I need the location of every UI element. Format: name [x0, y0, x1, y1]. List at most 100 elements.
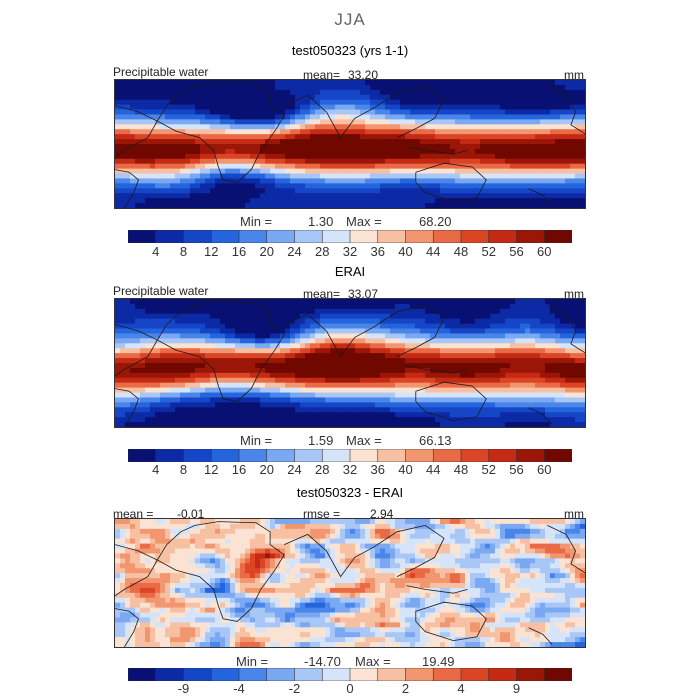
panel-2-colorbar [128, 449, 572, 462]
panel-1-title: test050323 (yrs 1-1) [291, 43, 409, 58]
colorbar-swatch [294, 668, 323, 681]
colorbar-tick-label: 16 [231, 244, 247, 259]
colorbar-swatch [128, 230, 157, 243]
colorbar-tick-label: 40 [398, 244, 413, 259]
colorbar-tick-label: 8 [179, 462, 188, 477]
colorbar-swatch [155, 668, 185, 681]
colorbar-tick-label: -2 [288, 681, 301, 696]
colorbar-swatch [460, 449, 490, 462]
colorbar-tick-label: 40 [398, 462, 413, 477]
colorbar-tick-label: 52 [481, 244, 496, 259]
colorbar-swatch [377, 668, 407, 681]
colorbar-swatch [377, 449, 407, 462]
colorbar-tick-label: 44 [426, 462, 441, 477]
colorbar-swatch [432, 668, 462, 681]
colorbar-tick-label: 4 [457, 681, 465, 696]
colorbar-swatch [405, 449, 434, 462]
panel-3-max-value: 19.49 [422, 654, 455, 669]
colorbar-swatch [183, 449, 212, 462]
colorbar-swatch [488, 668, 518, 681]
colorbar-swatch [543, 668, 572, 681]
colorbar-swatch [543, 230, 572, 243]
colorbar-swatch [266, 449, 296, 462]
colorbar-swatch [238, 668, 268, 681]
panel-1-map [114, 79, 586, 209]
panel-1-min-value: 1.30 [308, 214, 334, 229]
colorbar-swatch [405, 230, 434, 243]
figure-title: JJA [334, 10, 366, 29]
colorbar-swatch [183, 230, 212, 243]
panel-3-colorbar [128, 668, 572, 681]
colorbar-tick-label: 8 [179, 244, 188, 259]
colorbar-swatch [321, 230, 351, 243]
panel-2-max-value: 66.13 [419, 433, 452, 448]
panel-3-rmse-label: rmse = [303, 507, 341, 521]
panel-3-units: mm [564, 507, 584, 521]
colorbar-swatch [210, 449, 240, 462]
panel-2-title: ERAI [334, 264, 366, 279]
colorbar-swatch [460, 668, 490, 681]
panel-1-units: mm [564, 68, 584, 82]
colorbar-tick-label: 16 [231, 462, 247, 477]
colorbar-swatch [321, 449, 351, 462]
colorbar-swatch [516, 668, 545, 681]
colorbar-swatch [349, 668, 379, 681]
colorbar-tick-label: 24 [287, 244, 302, 259]
panel-3-min-value: -14.70 [304, 654, 341, 669]
panel-3-title: test050323 - ERAI [296, 485, 404, 500]
colorbar-swatch [210, 668, 240, 681]
colorbar-tick-label: -4 [233, 681, 245, 696]
panel-1-mean-label: mean= [303, 68, 341, 82]
colorbar-swatch [488, 449, 518, 462]
colorbar-tick-label: 4 [152, 244, 160, 259]
panel-3-mean-value: -0.01 [177, 507, 205, 521]
panel-1-colorbar [128, 230, 572, 243]
panel-3-mean-label: mean = [113, 507, 154, 521]
colorbar-swatch [128, 668, 157, 681]
colorbar-tick-label: 56 [509, 462, 524, 477]
colorbar-swatch [294, 230, 323, 243]
colorbar-tick-label: 24 [287, 462, 302, 477]
colorbar-tick-label: 48 [453, 244, 469, 259]
colorbar-tick-label: 36 [370, 244, 385, 259]
panel-3-map [114, 518, 586, 648]
colorbar-swatch [516, 449, 545, 462]
panel-2-mean-value: 33.07 [348, 287, 379, 301]
panel-2-map [114, 298, 586, 428]
colorbar-swatch [155, 230, 185, 243]
colorbar-tick-label: 52 [481, 462, 496, 477]
colorbar-swatch [432, 449, 462, 462]
panel-3-max-label: Max = [355, 654, 391, 669]
panel-2-max-label: Max = [346, 433, 382, 448]
colorbar-swatch [210, 230, 240, 243]
panel-1-mean-value: 33.20 [348, 68, 379, 82]
colorbar-swatch [377, 230, 407, 243]
panel-3-field [115, 519, 585, 647]
panel-2-field [115, 299, 585, 427]
panel-3-rmse-value: 2.94 [370, 507, 394, 521]
colorbar-tick-label: 0 [346, 681, 354, 696]
colorbar-swatch [488, 230, 518, 243]
colorbar-swatch [349, 230, 379, 243]
colorbar-swatch [321, 668, 351, 681]
colorbar-swatch [155, 449, 185, 462]
colorbar-swatch [432, 230, 462, 243]
colorbar-swatch [238, 449, 268, 462]
colorbar-tick-label: 36 [370, 462, 385, 477]
colorbar-swatch [266, 668, 296, 681]
colorbar-tick-label: 28 [315, 244, 330, 259]
panel-3-min-label: Min = [236, 654, 269, 669]
colorbar-tick-label: 4 [152, 462, 160, 477]
colorbar-tick-label: -9 [177, 681, 190, 696]
panel-1-min-label: Min = [240, 214, 273, 229]
colorbar-swatch [266, 230, 296, 243]
panel-2-mean-label: mean= [303, 287, 341, 301]
colorbar-tick-label: 2 [401, 681, 410, 696]
colorbar-tick-label: 60 [537, 462, 552, 477]
colorbar-tick-label: 20 [259, 462, 274, 477]
colorbar-tick-label: 9 [512, 681, 521, 696]
colorbar-tick-label: 60 [537, 244, 552, 259]
colorbar-tick-label: 28 [315, 462, 330, 477]
panel-2-min-label: Min = [240, 433, 273, 448]
panel-1-max-value: 68.20 [419, 214, 452, 229]
